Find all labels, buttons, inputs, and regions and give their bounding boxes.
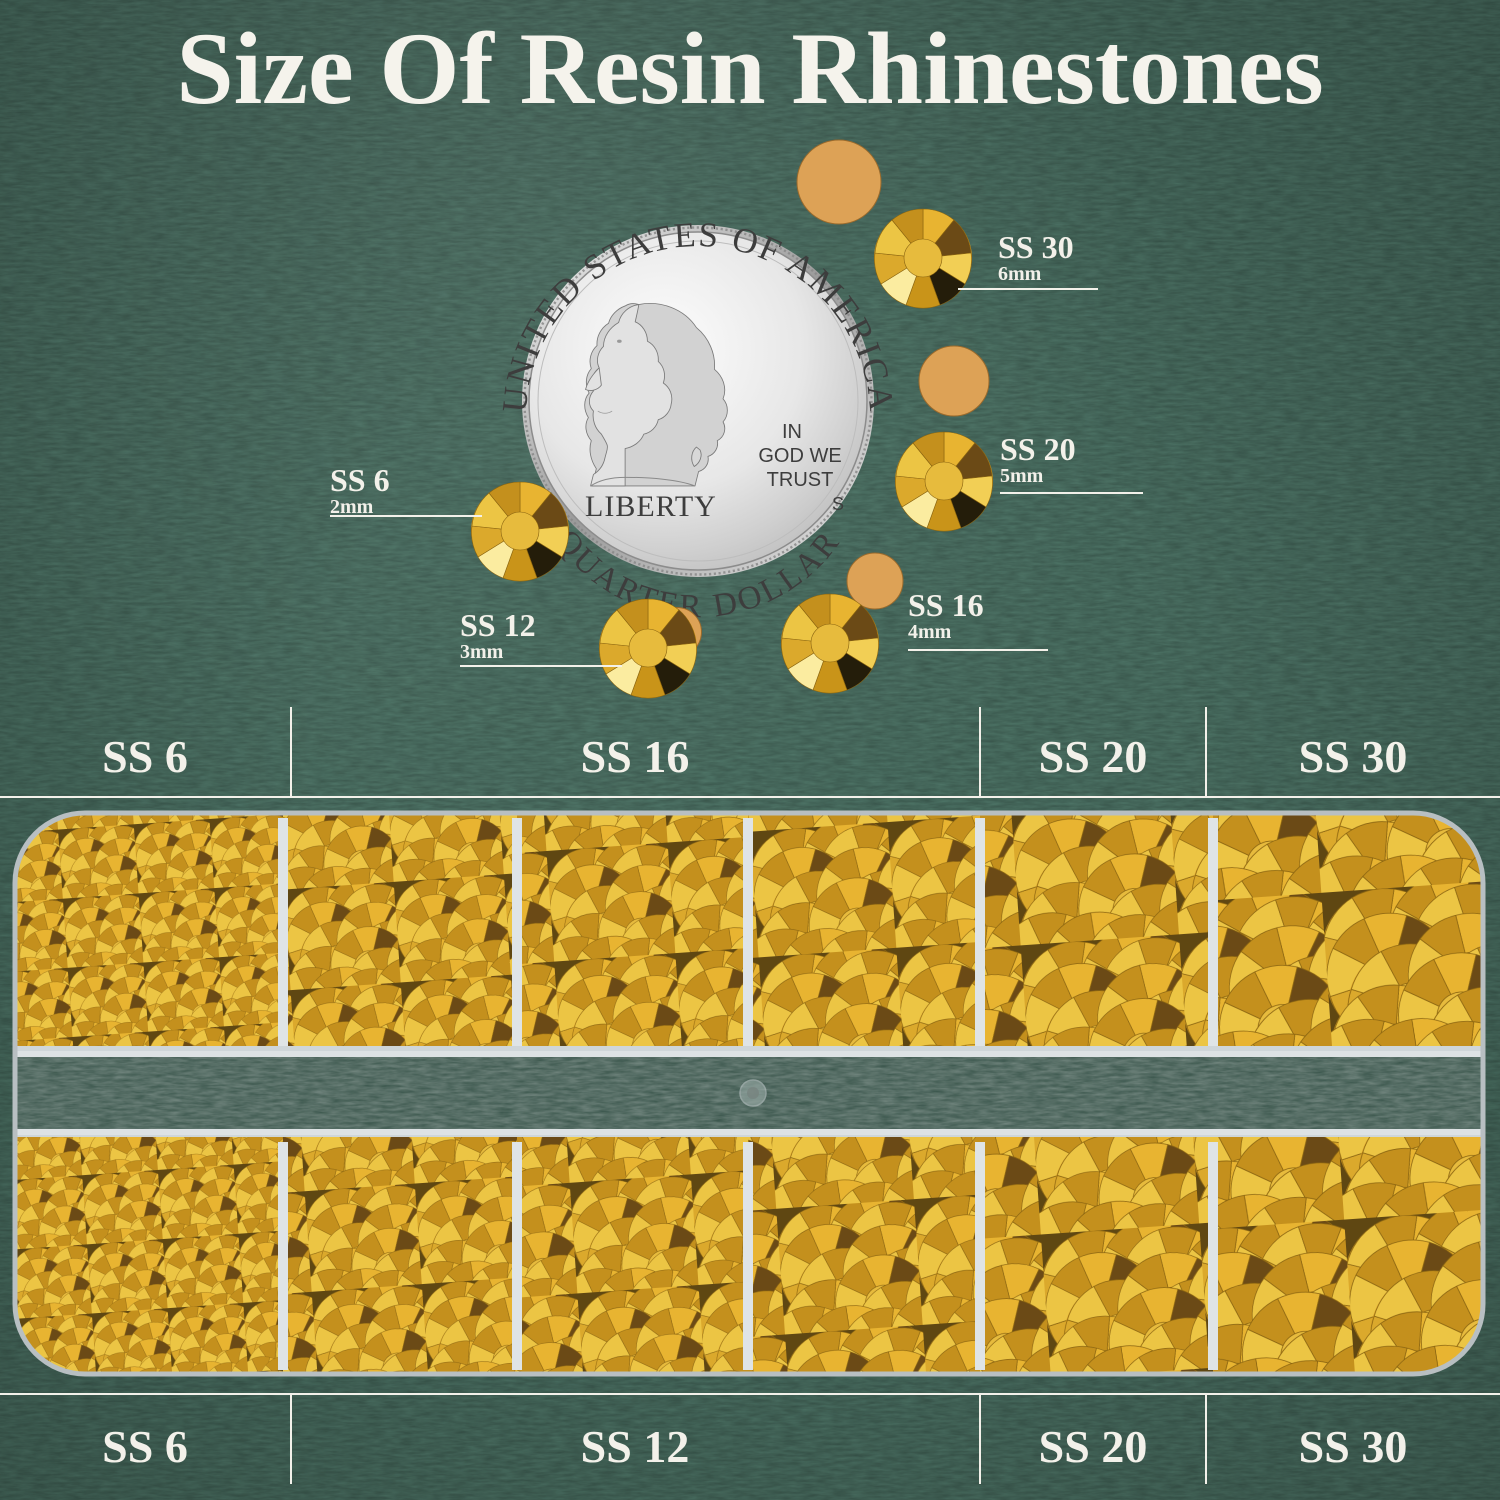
svg-text:TRUST: TRUST (767, 469, 834, 491)
svg-text:S: S (832, 494, 844, 514)
svg-text:5mm: 5mm (1000, 465, 1044, 487)
svg-text:SS 16: SS 16 (908, 587, 984, 623)
svg-text:SS 30: SS 30 (998, 229, 1074, 265)
svg-text:3mm: 3mm (460, 641, 504, 663)
svg-text:6mm: 6mm (998, 263, 1042, 285)
svg-text:2mm: 2mm (330, 496, 374, 518)
svg-text:GOD WE: GOD WE (758, 445, 841, 467)
svg-text:SS 20: SS 20 (1000, 431, 1076, 467)
svg-text:SS 12: SS 12 (460, 607, 536, 643)
svg-text:SS 6: SS 6 (330, 462, 390, 498)
svg-text:4mm: 4mm (908, 621, 952, 643)
svg-text:LIBERTY: LIBERTY (585, 490, 717, 523)
svg-text:IN: IN (782, 421, 802, 443)
